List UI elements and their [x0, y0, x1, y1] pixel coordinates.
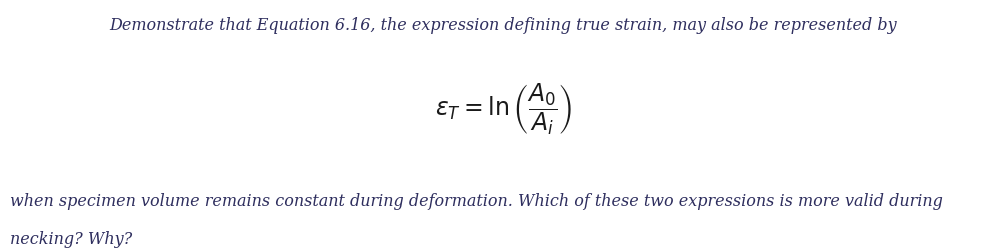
Text: when specimen volume remains constant during deformation. Which of these two exp: when specimen volume remains constant du…	[10, 193, 943, 211]
Text: Demonstrate that Equation 6.16, the expression defining true strain, may also be: Demonstrate that Equation 6.16, the expr…	[110, 17, 897, 34]
Text: $\varepsilon_T = \ln\left(\dfrac{A_0}{A_i}\right)$: $\varepsilon_T = \ln\left(\dfrac{A_0}{A_…	[435, 81, 572, 137]
Text: necking? Why?: necking? Why?	[10, 231, 132, 248]
